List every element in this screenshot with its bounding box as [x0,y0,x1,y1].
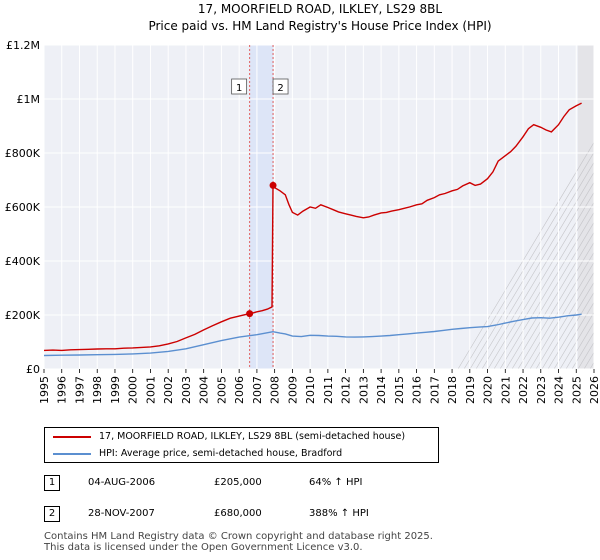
y-tick-label: £200K [5,309,41,322]
transaction-date: 04-AUG-2006 [88,477,156,488]
x-tick-label: 2023 [535,376,548,404]
transaction-number: 1 [44,475,60,491]
x-tick-label: 1997 [73,376,86,404]
x-tick-label: 2014 [375,376,388,404]
x-tick-label: 2025 [570,376,583,404]
legend-label-hpi: HPI: Average price, semi-detached house,… [99,448,343,459]
x-tick-label: 2024 [553,376,566,404]
transaction-date: 28-NOV-2007 [88,508,155,519]
x-tick-label: 2002 [162,376,175,404]
x-tick-label: 2008 [269,376,282,404]
x-tick-label: 2013 [357,376,370,404]
chart-subtitle: Price paid vs. HM Land Registry's House … [148,19,491,33]
sale-label-2: 2 [277,83,283,94]
transaction-price: £680,000 [214,508,262,519]
plot-right-mask [594,43,600,371]
x-tick-label: 2006 [233,376,246,404]
transaction-hpi-change: 64% ↑ HPI [309,477,363,488]
x-tick-label: 2011 [322,376,335,404]
x-tick-label: 2004 [198,376,211,404]
x-tick-label: 2001 [144,376,157,404]
x-tick-label: 1999 [109,376,122,404]
x-tick-label: 1995 [38,376,51,404]
price-chart: 17, MOORFIELD ROAD, ILKLEY, LS29 8BL Pri… [5,2,600,404]
footer-line-1: Contains HM Land Registry data © Crown c… [44,531,433,542]
hpi-line [43,313,582,357]
sale-label-1: 1 [236,83,242,94]
property-price-line [43,102,582,352]
y-tick-label: £1M [17,93,41,106]
x-tick-label: 2018 [446,376,459,404]
footer-attribution: Contains HM Land Registry data © Crown c… [44,531,433,553]
transaction-number: 2 [44,506,60,522]
chart-title: 17, MOORFIELD ROAD, ILKLEY, LS29 8BL [198,2,442,16]
chart-legend: 17, MOORFIELD ROAD, ILKLEY, LS29 8BL (se… [44,427,439,463]
x-tick-label: 2009 [286,376,299,404]
legend-swatch-property [53,436,91,438]
x-tick-label: 2010 [304,376,317,404]
sale-point-1 [246,310,254,318]
x-tick-label: 2007 [251,376,264,404]
y-tick-label: £400K [5,255,41,268]
x-tick-label: 2005 [215,376,228,404]
x-tick-label: 2021 [499,376,512,404]
y-tick-label: £600K [5,201,41,214]
x-tick-label: 2016 [411,376,424,404]
x-tick-label: 2015 [393,376,406,404]
transaction-price: £205,000 [214,477,262,488]
footer-line-2: This data is licensed under the Open Gov… [44,542,363,553]
legend-label-property: 17, MOORFIELD ROAD, ILKLEY, LS29 8BL (se… [99,431,406,442]
x-tick-label: 2003 [180,376,193,404]
x-tick-label: 2020 [482,376,495,404]
transaction-hpi-change: 388% ↑ HPI [309,508,369,519]
x-tick-label: 2019 [464,376,477,404]
x-tick-label: 1998 [91,376,104,404]
x-tick-label: 1996 [56,376,69,404]
x-tick-label: 2026 [588,376,600,404]
y-tick-label: £1.2M [6,39,40,52]
x-tick-label: 2012 [340,376,353,404]
sale-label-box-1 [231,78,248,95]
x-tick-label: 2000 [127,376,140,404]
sale-label-box-2 [272,78,289,95]
x-tick-label: 2017 [428,376,441,404]
y-tick-label: £800K [5,147,41,160]
legend-swatch-hpi [53,453,91,455]
sale-point-2 [269,181,277,189]
y-tick-label: £0 [26,363,40,376]
x-tick-label: 2022 [517,376,530,404]
